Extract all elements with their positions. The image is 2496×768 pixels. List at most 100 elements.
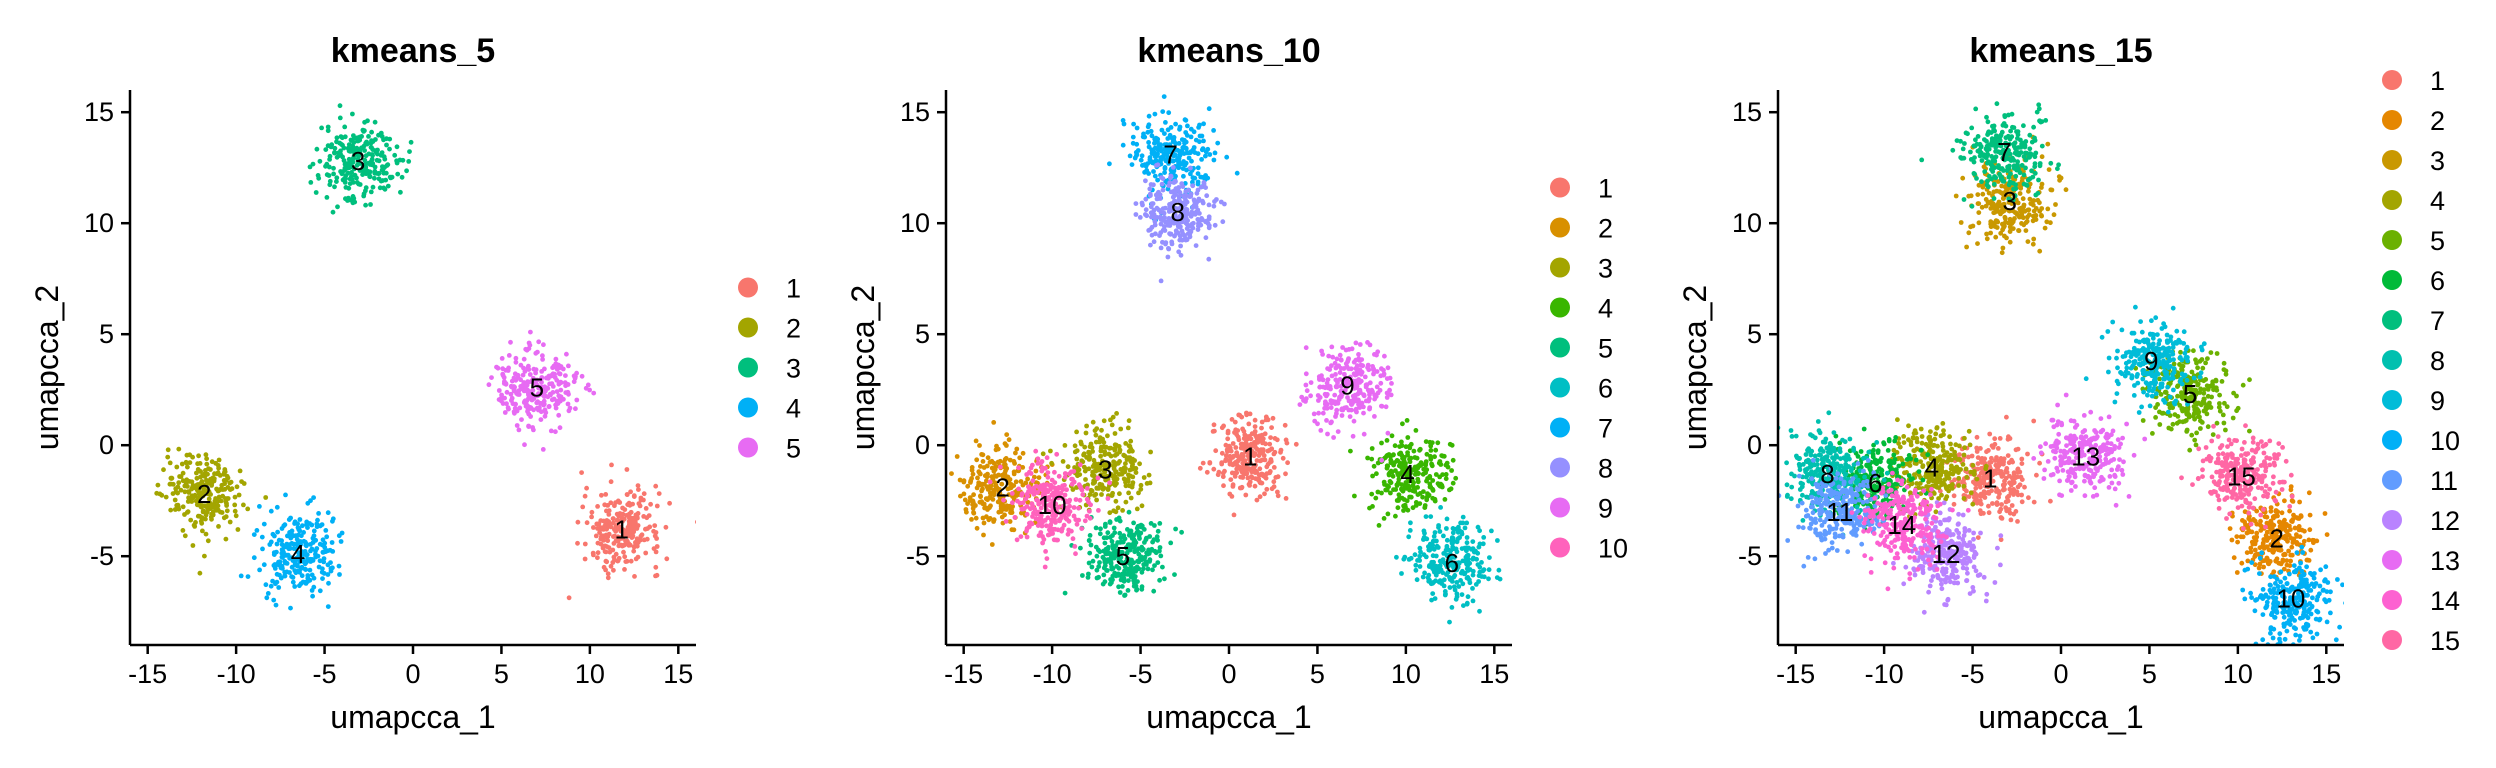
data-point <box>1460 514 1466 520</box>
data-point <box>182 489 188 495</box>
data-point <box>1329 400 1335 406</box>
data-point <box>382 164 387 170</box>
data-point <box>1441 577 1447 583</box>
data-point <box>528 414 533 419</box>
data-point <box>1090 449 1095 454</box>
data-point <box>1158 245 1164 251</box>
data-point <box>1211 422 1217 428</box>
data-point <box>2046 167 2052 173</box>
data-point <box>606 512 612 517</box>
data-point <box>553 429 558 435</box>
data-point <box>1107 581 1113 587</box>
y-tick-label: 15 <box>84 97 114 127</box>
data-point <box>2269 531 2275 537</box>
data-point <box>579 470 584 475</box>
data-point <box>1389 433 1395 439</box>
data-point <box>2000 487 2006 493</box>
data-point <box>1075 473 1080 479</box>
data-point <box>486 382 492 388</box>
data-point <box>1464 548 1469 554</box>
data-point <box>558 394 564 400</box>
data-point <box>2266 535 2272 541</box>
data-point <box>183 481 189 487</box>
data-point <box>1435 440 1441 446</box>
data-point <box>1408 520 1413 526</box>
data-point <box>1152 111 1158 117</box>
data-point <box>1052 469 1057 475</box>
data-point <box>603 492 609 497</box>
data-point <box>1110 551 1116 556</box>
plot-title: kmeans_10 <box>1137 32 1320 70</box>
data-point <box>1013 479 1019 485</box>
data-point <box>1071 513 1077 519</box>
data-point <box>1395 505 1401 511</box>
data-point <box>539 375 545 380</box>
data-point <box>1034 497 1039 503</box>
data-point <box>1229 417 1235 422</box>
data-point <box>1384 438 1390 443</box>
data-point <box>1130 474 1136 480</box>
data-point <box>1912 472 1917 477</box>
data-point <box>202 483 208 488</box>
x-tick-label: 10 <box>1391 659 1421 689</box>
data-point <box>2047 498 2053 504</box>
data-point <box>2019 206 2024 211</box>
data-point <box>1933 509 1939 515</box>
data-point <box>2288 487 2294 493</box>
data-point <box>2287 508 2293 514</box>
data-point <box>1120 584 1125 589</box>
data-point <box>1405 468 1411 474</box>
data-point <box>2252 535 2258 541</box>
data-point <box>1162 224 1167 229</box>
data-point <box>2248 545 2254 551</box>
data-point <box>489 375 494 380</box>
data-point <box>1107 519 1113 525</box>
data-point <box>354 145 360 151</box>
data-point <box>363 185 369 191</box>
data-point <box>998 464 1003 470</box>
data-point <box>1093 525 1099 531</box>
data-point <box>1054 451 1060 457</box>
data-point <box>1155 177 1160 183</box>
data-point <box>394 144 400 150</box>
data-point <box>1165 127 1171 133</box>
data-point <box>1086 571 1091 577</box>
data-point <box>628 528 633 534</box>
data-point <box>336 533 342 539</box>
data-point <box>618 518 624 523</box>
data-point <box>338 134 344 140</box>
data-point <box>1332 392 1338 398</box>
data-point <box>1020 450 1026 456</box>
data-point <box>995 499 1001 505</box>
legend-label: 3 <box>1598 254 1613 284</box>
data-point <box>589 514 594 520</box>
data-point <box>1131 560 1136 566</box>
data-point <box>1000 475 1006 481</box>
legend-marker <box>738 317 758 338</box>
data-point <box>2294 541 2300 547</box>
data-point <box>1146 113 1152 119</box>
data-point <box>1039 459 1045 464</box>
data-point <box>579 373 585 379</box>
data-point <box>2023 228 2029 234</box>
data-point <box>328 560 333 565</box>
data-point <box>989 542 995 547</box>
data-point <box>1078 485 1084 491</box>
data-point <box>1161 210 1167 216</box>
data-point <box>1952 455 1958 461</box>
data-point <box>1121 476 1127 482</box>
data-point <box>1061 522 1067 528</box>
legend-label: 6 <box>1598 374 1613 404</box>
y-tick-label: 5 <box>99 319 114 349</box>
data-point <box>968 478 974 484</box>
data-point <box>653 483 659 489</box>
data-point <box>1415 470 1421 476</box>
data-point <box>608 563 614 569</box>
data-point <box>1407 459 1413 465</box>
data-point <box>1076 517 1082 523</box>
data-point <box>1082 518 1088 524</box>
data-point <box>556 412 562 418</box>
data-point <box>175 484 181 490</box>
data-point <box>585 382 591 388</box>
data-point <box>1211 127 1216 133</box>
